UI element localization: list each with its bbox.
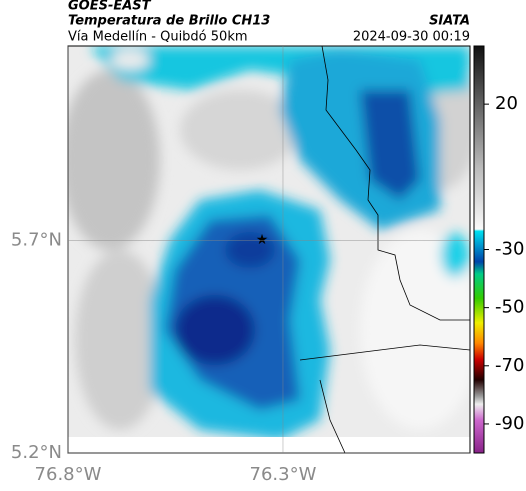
datetime: 2024-09-30 00:19: [353, 30, 470, 45]
border-line: [299, 344, 470, 361]
y-tick-label: 5.2°N: [11, 442, 62, 463]
colorbar-tick-label: -70: [495, 355, 524, 376]
colorbar: [473, 45, 485, 454]
border-line: [321, 46, 470, 321]
title: GOES-EAST: [68, 0, 152, 14]
city-marker: ★: [256, 232, 269, 248]
colorbar-tick-label: -90: [495, 413, 524, 434]
colorbar-tick-label: -50: [495, 297, 524, 318]
x-tick-label: 76.8°W: [35, 464, 102, 485]
colorbar-tick-label: -30: [495, 239, 524, 260]
y-tick-label: 5.7°N: [11, 230, 62, 251]
border-line: [319, 379, 346, 453]
x-tick-label: 76.3°W: [250, 464, 317, 485]
region: Vía Medellín - Quibdó 50km: [68, 30, 248, 45]
subtitle: Temperatura de Brillo CH13: [68, 14, 270, 29]
satellite-image: ★: [68, 46, 470, 453]
source: SIATA: [429, 14, 470, 29]
colorbar-tick-label: 20: [495, 93, 518, 114]
